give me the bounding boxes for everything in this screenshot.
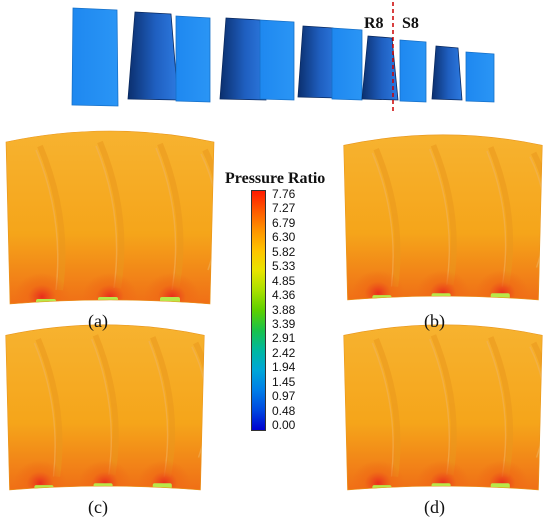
blade-row-diagram <box>71 2 495 112</box>
colorbar-tick-label: 2.42 <box>272 345 296 360</box>
stator-blade <box>399 39 427 103</box>
stator-blade <box>175 15 211 103</box>
colorbar-gradient <box>251 190 266 431</box>
colorbar-tick-label: 5.82 <box>272 244 296 259</box>
panel-label-a: (a) <box>88 311 108 331</box>
colorbar-tick-label: 6.30 <box>272 230 296 245</box>
stator-blade <box>71 7 119 107</box>
stator-blade <box>259 19 295 101</box>
colorbar-tick-label: 3.39 <box>272 316 296 331</box>
rotor-label-r8: R8 <box>364 15 384 32</box>
panel-label-b: (b) <box>424 311 445 331</box>
pressure-contour-b <box>343 134 543 301</box>
pressure-contour-c <box>5 324 205 491</box>
colorbar-tick-label: 0.97 <box>272 389 296 404</box>
colorbar-tick-label: 1.94 <box>272 360 296 375</box>
colorbar-tick-label: 4.85 <box>272 273 296 288</box>
pressure-contour-d <box>343 324 543 491</box>
colorbar-tick-label: 7.27 <box>272 201 296 216</box>
colorbar-tick-label: 0.48 <box>272 403 296 418</box>
colorbar-tick-label: 1.45 <box>272 374 296 389</box>
rotor-blade <box>431 45 463 101</box>
rotor-blade <box>361 35 399 101</box>
colorbar-tick-label: 4.36 <box>272 288 296 303</box>
colorbar-tick-label: 0.00 <box>272 418 296 432</box>
panel-label-d: (d) <box>424 497 445 517</box>
colorbar-title: Pressure Ratio <box>225 170 326 187</box>
stator-blade <box>331 27 363 101</box>
stator-blade <box>465 51 495 103</box>
colorbar-tick-label: 6.79 <box>272 215 296 230</box>
stator-label-s8: S8 <box>402 15 419 32</box>
colorbar-tick-label: 3.88 <box>272 302 296 317</box>
colorbar-tick-label: 2.91 <box>272 331 296 346</box>
rotor-blade <box>219 17 267 101</box>
pressure-contour-a <box>5 130 215 305</box>
colorbar-tick-label: 7.76 <box>272 187 296 201</box>
panel-label-c: (c) <box>88 497 108 517</box>
rotor-blade <box>127 11 179 101</box>
colorbar-tick-label: 5.33 <box>272 259 296 274</box>
